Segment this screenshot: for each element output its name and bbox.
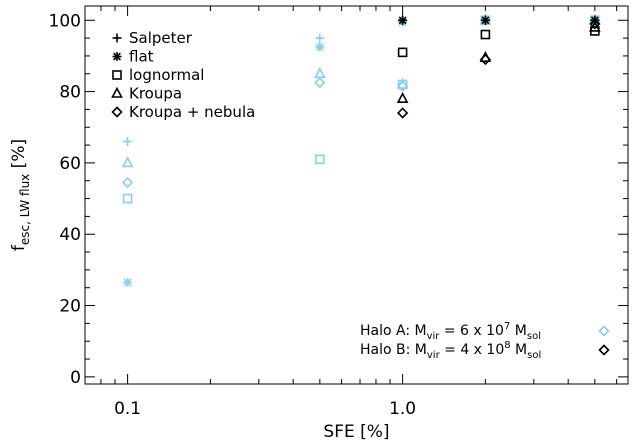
data-point-halo-a-diamond (123, 178, 132, 187)
data-point-halo-b-diamond (398, 108, 407, 117)
data-point-halo-a-triangle (315, 69, 324, 78)
y-tick-label: 60 (59, 154, 81, 174)
data-point-halo-a-plus (123, 137, 132, 146)
data-point-halo-a-square (316, 155, 324, 163)
y-tick-label: 100 (49, 11, 81, 31)
legend-label: Kroupa + nebula (129, 103, 255, 121)
y-axis-label: fesc, LW flux [%] (9, 139, 32, 251)
data-point-halo-a-triangle (123, 158, 132, 167)
data-point-halo-a-plus (315, 34, 324, 43)
legend-marker-square (113, 71, 121, 79)
legend-halo-marker (600, 327, 609, 336)
y-tick-label: 20 (59, 297, 81, 317)
legend-label: lognormal (129, 66, 204, 84)
data-point-halo-b-square (481, 31, 489, 39)
y-tick-label: 80 (59, 83, 81, 103)
x-axis-label: SFE [%] (323, 422, 389, 441)
data-point-halo-a-diamond (315, 78, 324, 87)
data-point-halo-b-asterisk (481, 16, 490, 25)
legend-marker-asterisk (113, 52, 122, 61)
x-tick-label: 0.1 (114, 399, 141, 419)
y-tick-label: 0 (70, 368, 81, 388)
data-point-halo-a-asterisk (315, 43, 324, 52)
x-tick-label: 1.0 (389, 399, 416, 419)
data-point-halo-a-asterisk (123, 278, 132, 287)
legend-label: Kroupa (129, 85, 182, 103)
y-tick-label: 40 (59, 225, 81, 245)
data-point-halo-b-triangle (398, 94, 407, 103)
plot-frame (85, 6, 628, 384)
legend-marker-triangle (113, 89, 122, 98)
legend-marker-plus (113, 34, 122, 43)
legend-halo-label: Halo A: Mvir = 6 x 107 Msol (360, 321, 541, 342)
legend-halo-marker (600, 346, 609, 355)
legend-marker-diamond (113, 108, 122, 117)
legend-label: flat (129, 48, 154, 66)
data-point-halo-a-square (124, 195, 132, 203)
legend-label: Salpeter (129, 29, 193, 47)
legend-halo-label: Halo B: Mvir = 4 x 108 Msol (360, 340, 541, 361)
data-point-halo-b-asterisk (398, 16, 407, 25)
data-point-halo-b-square (399, 48, 407, 56)
